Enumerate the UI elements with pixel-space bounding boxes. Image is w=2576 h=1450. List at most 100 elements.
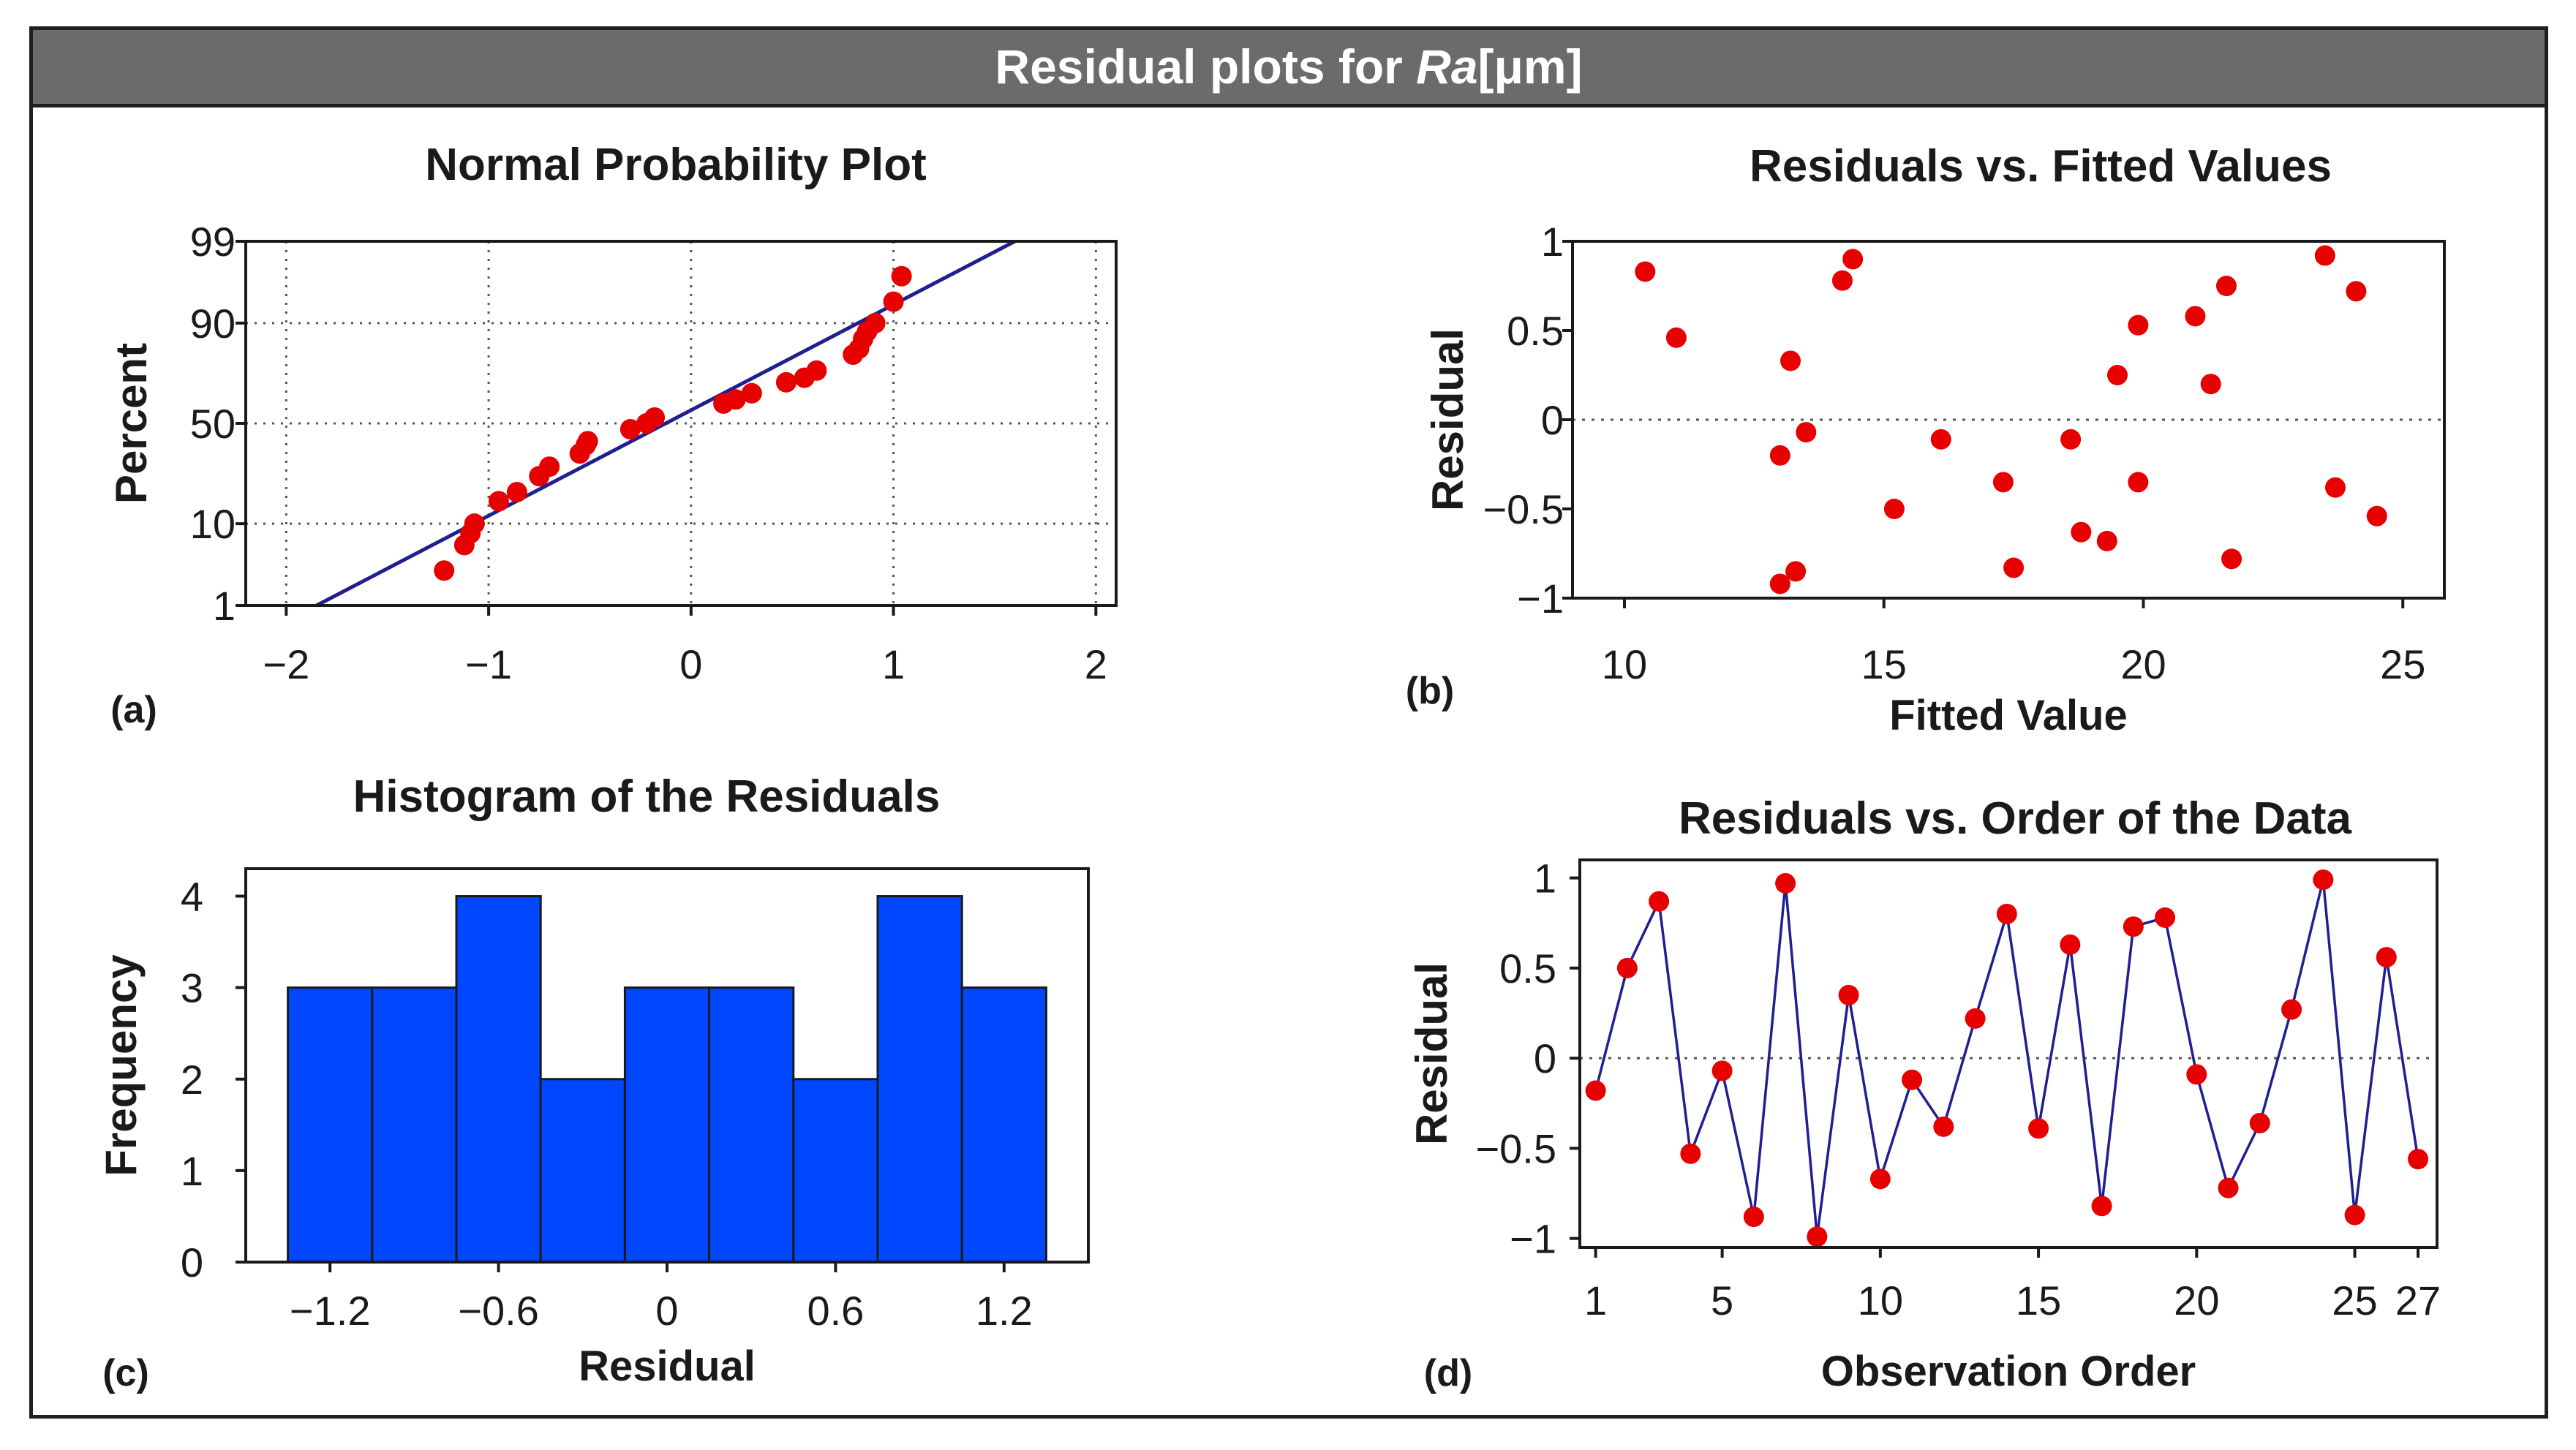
panel-a-x-tick-label: 1 (882, 641, 905, 687)
panel-d-plot-frame (1578, 858, 2438, 1249)
panel-b-data-point (2200, 374, 2221, 395)
panel-d-data-point (1743, 1207, 1764, 1228)
panel-a-data-point (644, 407, 666, 428)
panel-c-bar (287, 986, 374, 1264)
panel-b-data-point (2128, 472, 2149, 493)
panel-b-data-point (1635, 261, 1656, 282)
panel-a-data-point (434, 560, 455, 581)
panel-c-bar (708, 986, 795, 1264)
panel-d-data-point (2408, 1149, 2429, 1170)
panel-c-x-tick-label: 0.6 (807, 1288, 864, 1334)
panel-d-x-tick-label: 25 (2332, 1277, 2377, 1323)
panel-c-x-axis-label: Residual (579, 1343, 756, 1390)
panel-b-data-point (1992, 472, 2014, 493)
panel-a-label: (a) (110, 689, 157, 731)
panel-a-data-point (725, 389, 746, 410)
panel-a-data-point (506, 481, 527, 502)
panel-d-y-tick-label: −0.5 (1475, 1125, 1556, 1171)
panel-b-y-tick-label: 0 (1541, 397, 1564, 443)
panel-a-x-tick-label: −1 (465, 641, 512, 687)
panel-d-data-point (1902, 1069, 1923, 1090)
panel-b-data-point (2366, 505, 2387, 526)
panel-b-y-tick-label: −0.5 (1483, 486, 1564, 532)
panel-a-y-tick-label: 1 (213, 583, 236, 629)
panel-c-x-tick-label: −0.6 (458, 1288, 539, 1334)
figure-title-variable: Ra (1416, 39, 1478, 94)
panel-d-title: Residuals vs. Order of the Data (1679, 793, 2351, 844)
panel-b-data-point (2060, 428, 2082, 450)
panel-b-y-tick-label: 1 (1541, 219, 1564, 265)
panel-b-data-point (2314, 245, 2335, 266)
panel-d-x-tick-label: 15 (2016, 1277, 2061, 1323)
panel-c-y-axis-label: Frequency (97, 954, 146, 1177)
panel-d-data-point (1933, 1116, 1954, 1137)
panel-c-bar (539, 1078, 626, 1264)
panel-a-data-point (488, 491, 509, 512)
panel-c-y-tick-label: 4 (181, 874, 203, 920)
panel-b-data-point (2128, 314, 2149, 336)
figure-title-unit: [μm] (1477, 39, 1583, 94)
panel-b-data-point (1796, 422, 1817, 443)
panel-a-plot-frame (244, 240, 1118, 607)
panel-d-data-point (2218, 1177, 2239, 1198)
panel-a-y-axis-label: Percent (107, 343, 156, 504)
panel-b-data-point (1883, 499, 1905, 519)
panel-b-data-point (1785, 561, 1807, 582)
panel-a-data-point (464, 513, 485, 535)
panel-d-y-tick-label: 1 (1534, 856, 1556, 902)
panel-d-data-point (2344, 1204, 2365, 1226)
panel-d-y-tick-label: −1 (1510, 1216, 1556, 1262)
panel-d-data-point (2091, 1196, 2112, 1217)
panel-d-data-point (2028, 1118, 2049, 1139)
panel-c-x-tick-label: 0 (655, 1288, 678, 1334)
panel-b-data-point (2107, 365, 2128, 385)
panel-d-data-point (1649, 891, 1670, 912)
panel-c-bar (960, 986, 1047, 1264)
panel-b-x-tick-label: 15 (1861, 641, 1907, 687)
panel-a-y-tick-label: 99 (190, 219, 236, 265)
panel-d-data-point (1965, 1008, 1986, 1029)
panel-d-data-point (1616, 957, 1638, 978)
panel-a-data-point (577, 431, 598, 452)
panel-d-data-point (2155, 907, 2176, 928)
panel-d-data-point (1585, 1080, 1606, 1101)
figure-title: Residual plots for Ra[μm] (33, 30, 2545, 107)
panel-b-data-point (2216, 276, 2237, 296)
panel-c-x-tick-label: −1.2 (290, 1288, 371, 1334)
panel-d-x-tick-label: 27 (2395, 1277, 2441, 1323)
panel-c-bar (792, 1078, 879, 1264)
panel-b-data-point (1780, 350, 1801, 371)
panel-b-data-point (1842, 249, 1864, 270)
panel-b-data-point (1769, 445, 1790, 466)
panel-b-data-point (1831, 270, 1853, 291)
panel-a-data-point (883, 291, 904, 312)
panel-a-y-tick-label: 90 (190, 301, 236, 347)
panel-a-data-point (619, 419, 641, 440)
panel-a-data-point (891, 265, 912, 287)
panel-c-x-tick-label: 1.2 (976, 1288, 1033, 1334)
panel-a-x-tick-label: 0 (679, 641, 702, 687)
panel-d-data-point (2123, 916, 2144, 937)
panel-c-y-tick-label: 3 (181, 965, 203, 1011)
panel-b-label: (b) (1406, 670, 1454, 712)
figure-title-prefix: Residual plots for (995, 39, 1417, 94)
panel-d-label: (d) (1424, 1352, 1472, 1394)
panel-b-data-point (2221, 548, 2242, 570)
panel-d-data-point (1711, 1060, 1733, 1081)
panel-d-data-point (2060, 934, 2081, 955)
panel-a-data-point (775, 371, 796, 393)
panel-d-x-tick-label: 1 (1584, 1277, 1607, 1323)
panel-d-data-point (2186, 1064, 2207, 1085)
panel-c-title: Histogram of the Residuals (353, 771, 941, 822)
panel-c-label: (c) (102, 1352, 149, 1394)
panel-b-plot-frame (1571, 240, 2446, 600)
panel-b-data-point (2325, 477, 2346, 498)
panel-d-y-axis-label: Residual (1407, 962, 1456, 1145)
panel-d-x-tick-label: 10 (1858, 1277, 1903, 1323)
panel-d-y-tick-label: 0.5 (1499, 945, 1556, 992)
panel-b-data-point (1930, 428, 1951, 450)
panel-b-x-tick-label: 20 (2120, 641, 2166, 687)
panel-d-data-point (2281, 999, 2302, 1020)
panel-b-data-point (2003, 557, 2025, 578)
panel-d-data-point (2376, 947, 2397, 968)
